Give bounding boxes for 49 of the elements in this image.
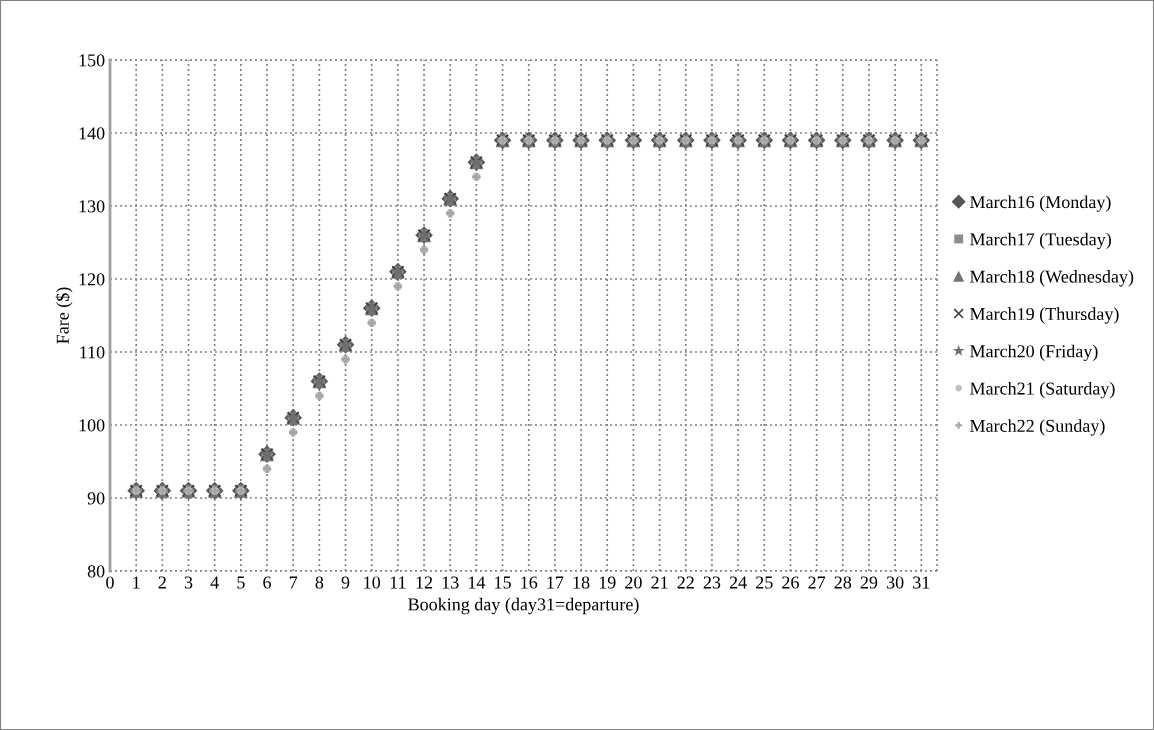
- x-tick-label: 13: [442, 576, 459, 589]
- x-tick-label: 15: [495, 576, 511, 589]
- x-tick-label: 2: [158, 576, 166, 589]
- x-tick-label: 8: [315, 576, 324, 589]
- legend-label: March20 (Friday): [970, 344, 1098, 362]
- x-axis-title: Booking day (day31=departure): [408, 597, 639, 615]
- x-tick-label: 20: [625, 576, 642, 589]
- y-tick-label: 80: [87, 565, 105, 578]
- x-tick-label: 0: [106, 576, 114, 589]
- y-tick-label: 130: [79, 200, 105, 213]
- x-tick-label: 27: [808, 576, 826, 589]
- x-tick-label: 25: [756, 576, 773, 589]
- x-tick-label: 18: [573, 576, 590, 589]
- legend-label: March18 (Wednesday): [970, 270, 1134, 287]
- x-tick-label: 22: [677, 576, 694, 589]
- y-tick-label: 90: [87, 492, 105, 505]
- x-tick-label: 29: [860, 576, 878, 589]
- x-tick-label: 12: [416, 576, 433, 589]
- y-tick-label: 150: [79, 54, 105, 67]
- x-tick-label: 10: [364, 576, 381, 589]
- legend-label: March22 (Sunday): [970, 419, 1105, 436]
- x-tick-label: 31: [913, 576, 930, 589]
- y-tick-label: 140: [79, 127, 105, 140]
- x-tick-label: 3: [184, 576, 193, 589]
- y-axis-title: Fare ($): [55, 287, 73, 344]
- x-tick-label: 4: [210, 576, 219, 589]
- x-tick-label: 11: [390, 576, 406, 589]
- x-tick-label: 24: [729, 576, 747, 589]
- x-tick-label: 1: [133, 576, 140, 589]
- y-tick-label: 100: [79, 419, 105, 432]
- legend-label: March19 (Thursday): [970, 307, 1119, 324]
- y-tick-label: 120: [79, 273, 105, 286]
- x-tick-label: 7: [289, 576, 298, 589]
- x-tick-label: 6: [263, 576, 271, 589]
- y-tick-label: 110: [80, 346, 105, 359]
- legend-label: March21 (Saturday): [970, 381, 1115, 399]
- x-tick-label: 5: [237, 576, 245, 589]
- x-tick-label: 21: [651, 576, 668, 589]
- x-tick-label: 16: [521, 576, 538, 589]
- x-tick-label: 19: [599, 576, 616, 589]
- x-tick-label: 17: [547, 576, 564, 589]
- x-tick-label: 26: [782, 576, 799, 589]
- legend-label: March16 (Monday): [970, 195, 1111, 212]
- x-tick-label: 9: [341, 576, 350, 589]
- legend-label: March17 (Tuesday): [970, 232, 1111, 250]
- x-tick-label: 23: [703, 576, 721, 589]
- x-tick-label: 30: [886, 576, 904, 589]
- x-tick-label: 28: [834, 576, 852, 589]
- x-tick-label: 14: [468, 576, 486, 589]
